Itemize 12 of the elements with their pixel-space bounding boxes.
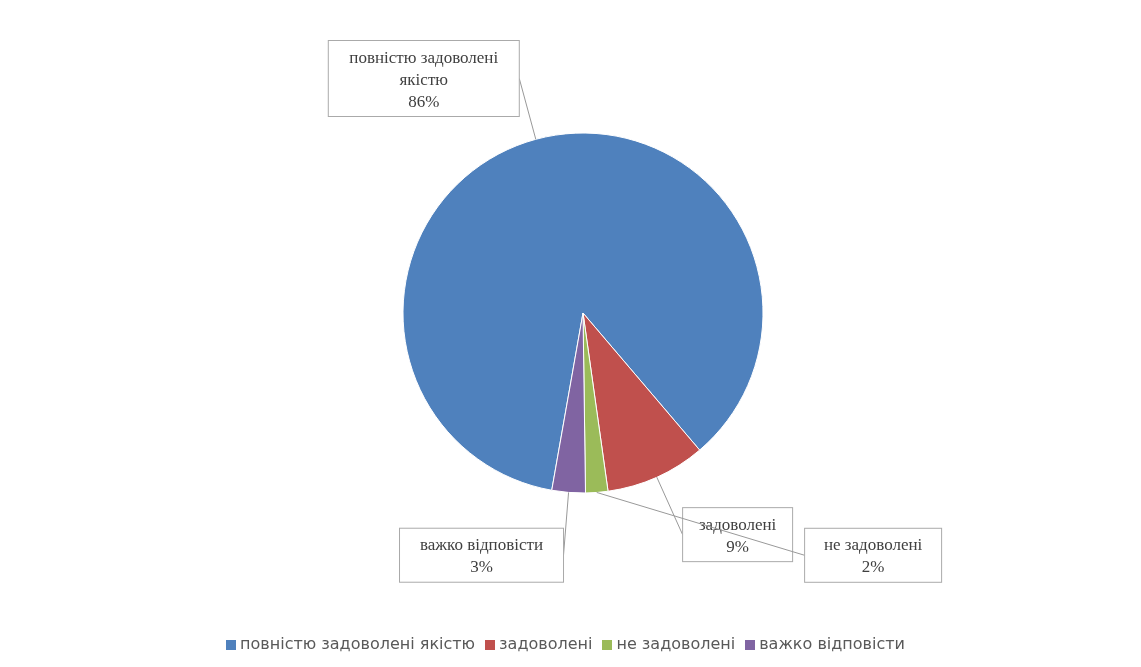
data-label: 3% bbox=[470, 557, 493, 577]
slice-label: важко відповісти bbox=[419, 535, 544, 555]
legend-label: важко відповісти bbox=[759, 634, 905, 653]
legend-label: не задоволені bbox=[616, 634, 736, 653]
slice-label: не задоволені bbox=[823, 535, 923, 555]
slice-label: задоволені bbox=[698, 514, 777, 534]
slice-label: повністю задоволені якістю bbox=[349, 47, 499, 89]
data-label: 2% bbox=[861, 557, 885, 577]
legend-label: повністю задоволені якістю bbox=[240, 634, 476, 653]
data-label: 9% bbox=[726, 536, 749, 556]
legend-label: задоволені bbox=[499, 634, 593, 653]
data-label: 86% bbox=[408, 91, 440, 111]
